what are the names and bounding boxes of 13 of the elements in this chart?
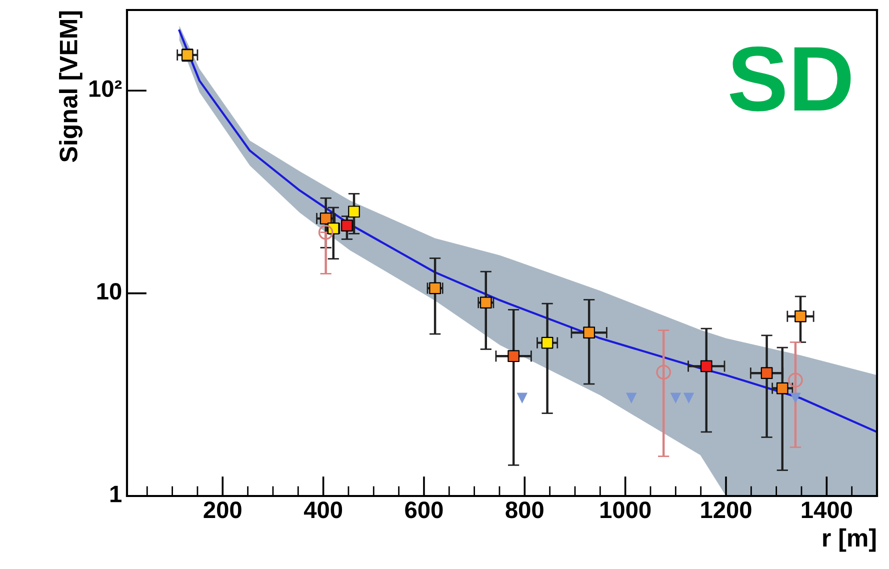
- x-tick-label: 400: [304, 501, 342, 518]
- y-tick-label: 10²: [90, 80, 122, 97]
- x-tick-label: 800: [506, 501, 544, 518]
- x-axis-title: r [m]: [823, 528, 876, 552]
- annotation: SD: [730, 46, 851, 112]
- y-axis-title: Signal [VEM]: [59, 11, 82, 162]
- y-tick-label: 10: [97, 282, 122, 300]
- x-tick-label: 1400: [802, 501, 852, 518]
- y-tick-label: 1: [110, 486, 122, 502]
- x-tick-label: 1000: [600, 501, 651, 518]
- x-tick-label: 200: [204, 501, 242, 518]
- x-tick-label: 1200: [701, 501, 752, 518]
- x-tick-label: 600: [405, 501, 443, 518]
